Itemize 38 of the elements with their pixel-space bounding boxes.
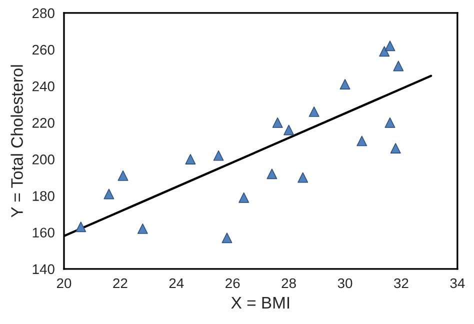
- point: [185, 154, 196, 164]
- y-tick-label: 260: [32, 44, 54, 55]
- x-tick-label: 22: [113, 278, 128, 288]
- y-tick-label: 180: [32, 191, 54, 201]
- y-axis-title: Y = Total Cholesterol: [10, 65, 23, 218]
- point: [379, 46, 390, 57]
- point: [284, 124, 294, 136]
- y-tick-label: 200: [32, 154, 54, 164]
- x-axis-title: X = BMI: [231, 297, 290, 309]
- point: [390, 143, 401, 154]
- y-tick-label: 240: [32, 81, 54, 92]
- point: [213, 150, 224, 161]
- x-tick-label: 30: [338, 278, 352, 288]
- point: [118, 170, 128, 181]
- x-tick-label: 26: [226, 278, 240, 288]
- point: [393, 60, 404, 72]
- point: [272, 117, 283, 128]
- y-tick-label: 220: [32, 118, 54, 128]
- x-tick-label: 28: [282, 278, 296, 288]
- y-tick-label: 140: [32, 264, 54, 274]
- point: [238, 192, 250, 203]
- x-tick-label: 20: [56, 278, 72, 288]
- point: [384, 117, 396, 128]
- point: [137, 223, 148, 234]
- y-tick-label: 160: [32, 228, 54, 238]
- y-tick-label: 280: [32, 8, 54, 18]
- point: [76, 222, 86, 232]
- point: [340, 79, 350, 90]
- point: [104, 188, 114, 200]
- x-tick-label: 34: [450, 278, 465, 288]
- point: [384, 40, 396, 52]
- point: [222, 232, 232, 244]
- point: [356, 136, 368, 146]
- point: [308, 106, 320, 117]
- point: [266, 168, 278, 180]
- x-tick-label: 32: [394, 278, 408, 288]
- point: [298, 172, 308, 183]
- x-tick-label: 24: [169, 278, 184, 288]
